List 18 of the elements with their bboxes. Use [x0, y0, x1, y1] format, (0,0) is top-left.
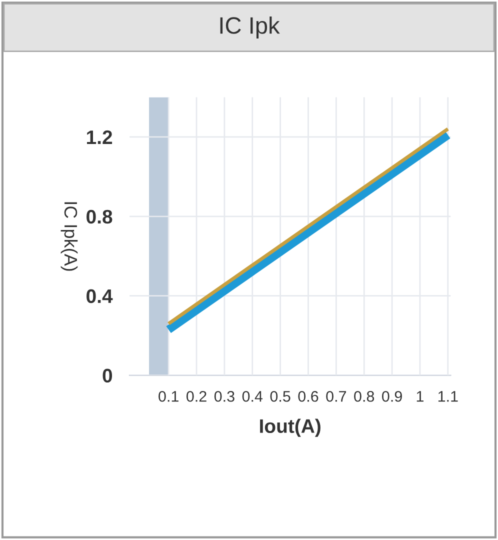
y-tick-label: 0.8	[86, 210, 112, 224]
y-tick-label: 0.4	[86, 289, 113, 304]
x-tick-label: 1	[416, 391, 424, 402]
x-tick-label: 0.1	[158, 390, 178, 402]
chart-title: IC Ipk	[220, 16, 280, 39]
x-tick-label: 0.7	[326, 390, 346, 402]
y-axis-title: IC Ipk(A)	[60, 202, 78, 271]
x-tick-label: 0.2	[186, 390, 206, 402]
y-tick-label: 0	[102, 368, 112, 383]
x-tick-label: 0.5	[270, 390, 290, 402]
y-tick-label: 1.2	[87, 130, 112, 144]
x-tick-label: 0.3	[214, 390, 234, 402]
x-tick-label: 0.9	[382, 390, 402, 402]
x-tick-label: 1.1	[438, 391, 458, 402]
x-axis-title: Iout(A)	[260, 418, 320, 437]
x-tick-label: 0.4	[242, 390, 263, 402]
x-tick-label: 0.8	[354, 390, 374, 402]
x-tick-label: 0.6	[298, 390, 318, 402]
